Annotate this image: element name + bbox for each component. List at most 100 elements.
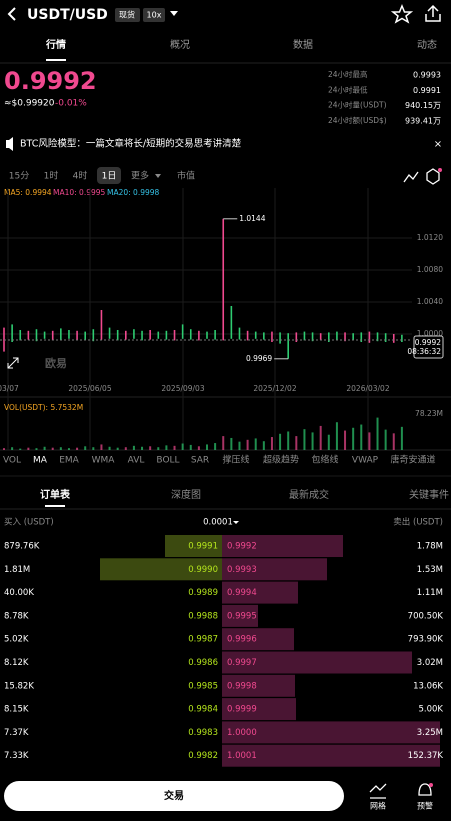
volume-bar	[376, 417, 379, 450]
timeframe[interactable]: 更多	[131, 170, 149, 182]
indicator[interactable]: 撑压线	[222, 454, 249, 466]
indicator[interactable]: EMA	[59, 456, 79, 466]
ask-depth	[222, 628, 294, 651]
book-tab[interactable]: 最新成交	[289, 488, 329, 501]
bid-amount: 1.81M	[4, 565, 30, 575]
ma-label: MA20: 0.9998	[107, 188, 160, 197]
indicator[interactable]: 包络线	[311, 454, 338, 466]
timeframe[interactable]: 1日	[102, 171, 117, 182]
stat-label: 24小时最低	[328, 84, 368, 94]
tab[interactable]: 动态	[417, 38, 437, 51]
volume-bar	[311, 432, 314, 450]
bid-amount: 879.76K	[4, 542, 40, 552]
watermark: 欧易	[45, 356, 67, 370]
ask-price: 0.9992	[227, 542, 257, 552]
banner[interactable]: BTC风险模型：一篇文章将长/短期的交易思考讲清楚	[20, 138, 242, 150]
x-tick-label: 2025/06/05	[68, 384, 111, 393]
bid-amount: 8.78K	[4, 611, 29, 621]
stat-label: 24小时量(USDT)	[328, 100, 387, 110]
bid-price: 0.9991	[188, 542, 218, 552]
volume-bar	[92, 447, 95, 450]
ask-amount: 3.02M	[417, 658, 443, 668]
volume-bar	[108, 446, 111, 450]
x-tick-label: 2026/03/02	[346, 384, 389, 393]
volume-bar	[59, 447, 62, 450]
bid-price: 0.9983	[188, 728, 218, 738]
volume-bar	[149, 446, 152, 450]
volume-bar	[197, 446, 200, 450]
ask-amount: 1.53M	[417, 565, 443, 575]
badge: 现货	[119, 10, 135, 20]
volume-bar	[173, 445, 176, 450]
volume-bar	[360, 424, 363, 450]
leverage[interactable]: 10x	[147, 11, 162, 20]
volume-bar	[287, 431, 290, 450]
volume-bar	[206, 444, 208, 450]
volume-bar	[43, 446, 46, 450]
volume-bar	[11, 447, 14, 450]
ask-depth	[222, 721, 440, 744]
book-step[interactable]: 0.0001	[203, 518, 233, 528]
timeframe[interactable]: 15分	[9, 171, 29, 182]
timeframe[interactable]: 4时	[73, 170, 88, 182]
ask-amount: 13.06K	[413, 681, 443, 691]
indicator[interactable]: BOLL	[156, 456, 179, 466]
volume-bar	[141, 446, 144, 450]
book-tab[interactable]: 深度图	[171, 488, 201, 501]
back[interactable]	[7, 7, 16, 21]
bid-price: 0.9987	[188, 635, 218, 645]
indicator[interactable]: 唐奇安通道	[390, 454, 435, 466]
close[interactable]: ×	[434, 139, 442, 150]
volume-bar	[327, 434, 330, 450]
indicator[interactable]: VWAP	[352, 456, 379, 466]
ask-depth	[222, 651, 412, 674]
grid[interactable]: 网格	[370, 801, 386, 811]
stat-value: 0.9991	[413, 86, 441, 95]
stat-value: 940.15万	[405, 101, 441, 110]
book-buy: 买入 (USDT)	[4, 518, 54, 528]
ask-depth	[222, 744, 440, 767]
book-tab[interactable]: 订单表	[40, 488, 71, 501]
volume-bar	[3, 448, 5, 450]
volume-bar	[100, 444, 103, 450]
volume-bar	[132, 445, 135, 450]
bid-depth	[100, 558, 222, 581]
timeframe[interactable]: 1时	[44, 170, 59, 182]
ask-depth	[222, 674, 295, 697]
indicator[interactable]: MA	[33, 456, 48, 466]
indicator[interactable]: SAR	[191, 456, 209, 466]
countdown: 08:36:32	[407, 347, 441, 356]
favorite[interactable]	[390, 4, 414, 24]
indicator[interactable]: VOL	[3, 456, 21, 466]
volume-bar	[295, 436, 298, 450]
volume-bar	[384, 429, 387, 450]
ask-price: 0.9995	[227, 611, 257, 621]
share[interactable]	[425, 4, 441, 22]
volume-bar	[27, 447, 30, 450]
book-tab[interactable]: 关键事件	[409, 488, 449, 501]
usd-price: ≈$0.99920	[4, 99, 55, 109]
volume-bar	[67, 448, 70, 450]
trade-button[interactable]	[4, 781, 344, 811]
timeframe[interactable]: 市值	[177, 170, 195, 182]
ask-amount: 1.11M	[417, 588, 443, 598]
expand	[7, 357, 19, 369]
tab[interactable]: 行情	[45, 38, 66, 51]
ask-amount: 793.90K	[408, 635, 444, 645]
x-tick-label: 2025/09/03	[161, 384, 204, 393]
indicator[interactable]: WMA	[92, 456, 116, 466]
volume-bar	[254, 438, 257, 450]
indicator[interactable]: AVL	[128, 456, 145, 466]
ask-depth	[222, 535, 343, 557]
volume-bar	[165, 445, 168, 450]
bid-price: 0.9990	[188, 565, 218, 575]
alert[interactable]: 预警	[417, 801, 433, 811]
bid-amount: 15.82K	[4, 681, 34, 691]
tab[interactable]: 数据	[293, 38, 313, 51]
indicator[interactable]: 超级趋势	[263, 454, 299, 466]
volume-bar	[352, 427, 355, 450]
ask-amount: 5.00K	[419, 705, 444, 715]
ask-amount: 152.37K	[408, 751, 444, 761]
ma-label: MA10: 0.9995	[53, 188, 106, 197]
tab[interactable]: 概况	[170, 38, 190, 51]
